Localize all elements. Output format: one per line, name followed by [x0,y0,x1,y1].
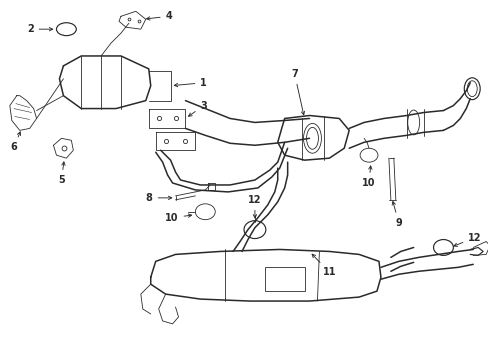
Text: 9: 9 [392,202,402,228]
Text: 2: 2 [27,24,53,34]
Text: 3: 3 [189,100,207,116]
Text: 7: 7 [291,69,305,115]
Text: 8: 8 [146,193,172,203]
Bar [265,267,305,291]
Text: 6: 6 [10,132,21,152]
Text: 10: 10 [362,166,376,188]
Text: 12: 12 [248,195,262,218]
Text: 12: 12 [454,233,482,246]
Text: 11: 11 [312,254,336,277]
Text: 1: 1 [174,78,207,88]
Text: 5: 5 [58,162,65,185]
Text: 4: 4 [147,11,172,21]
Text: 10: 10 [165,213,192,223]
